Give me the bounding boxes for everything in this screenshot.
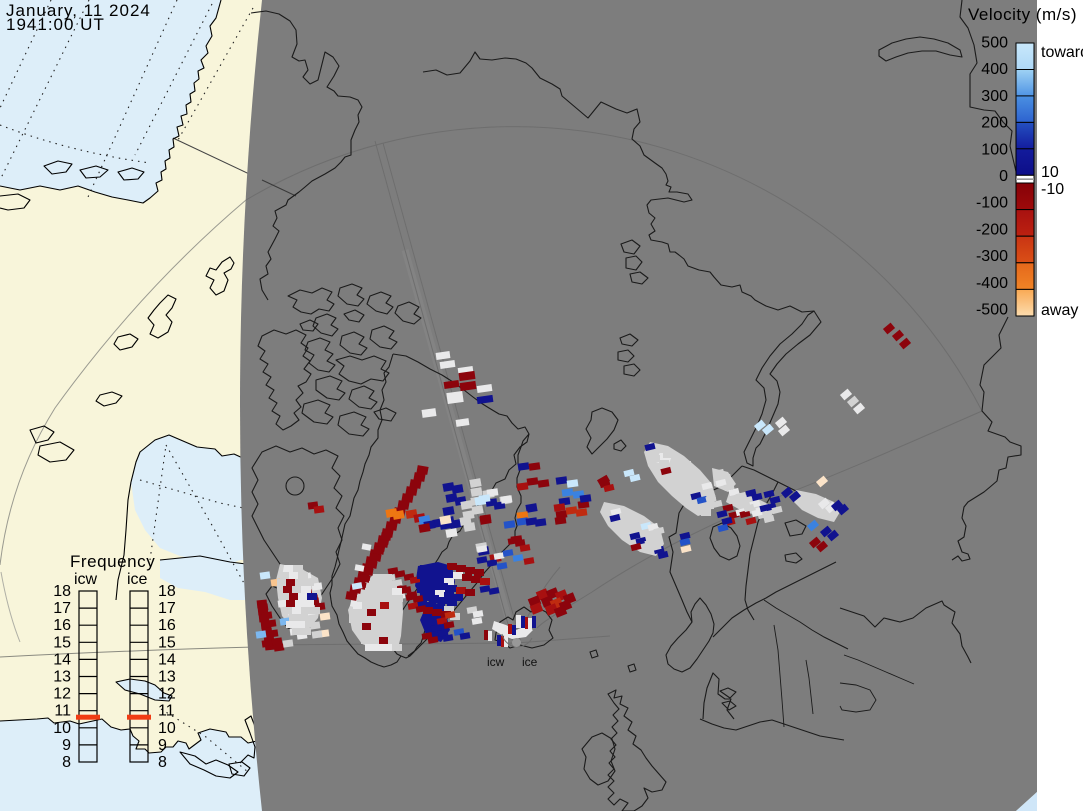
svg-text:11: 11 — [158, 703, 175, 720]
svg-text:18: 18 — [53, 583, 71, 600]
svg-text:14: 14 — [158, 651, 176, 668]
svg-text:500: 500 — [981, 35, 1008, 52]
svg-text:12: 12 — [158, 686, 176, 703]
svg-text:ice: ice — [522, 655, 538, 669]
svg-text:100: 100 — [981, 141, 1008, 158]
svg-text:14: 14 — [53, 651, 71, 668]
svg-text:17: 17 — [158, 600, 176, 617]
svg-text:10: 10 — [53, 720, 71, 737]
svg-text:10: 10 — [158, 720, 176, 737]
svg-text:8: 8 — [62, 754, 71, 771]
svg-text:-300: -300 — [976, 248, 1008, 265]
svg-text:icw: icw — [74, 571, 98, 588]
svg-text:-10: -10 — [1041, 181, 1064, 198]
svg-text:Frequency: Frequency — [70, 552, 155, 571]
svg-text:toward: toward — [1041, 44, 1083, 61]
svg-text:-100: -100 — [976, 195, 1008, 212]
svg-text:15: 15 — [158, 634, 176, 651]
svg-text:-500: -500 — [976, 302, 1008, 319]
svg-text:1941:00 UT: 1941:00 UT — [6, 15, 105, 34]
svg-text:15: 15 — [53, 634, 71, 651]
svg-text:300: 300 — [981, 88, 1008, 105]
svg-text:9: 9 — [158, 737, 167, 754]
svg-text:11: 11 — [54, 703, 71, 720]
svg-text:17: 17 — [53, 600, 71, 617]
svg-text:-400: -400 — [976, 275, 1008, 292]
svg-text:10: 10 — [1041, 164, 1059, 181]
svg-text:away: away — [1041, 302, 1078, 319]
svg-text:13: 13 — [53, 669, 71, 686]
svg-text:icw: icw — [487, 655, 505, 669]
svg-text:16: 16 — [53, 617, 71, 634]
svg-text:0: 0 — [999, 168, 1008, 185]
svg-text:ice: ice — [127, 571, 148, 588]
svg-text:13: 13 — [158, 669, 176, 686]
svg-text:16: 16 — [158, 617, 176, 634]
svg-text:200: 200 — [981, 115, 1008, 132]
svg-text:-200: -200 — [976, 221, 1008, 238]
svg-text:8: 8 — [158, 754, 167, 771]
svg-text:Velocity (m/s): Velocity (m/s) — [968, 5, 1077, 24]
svg-text:12: 12 — [53, 686, 71, 703]
svg-text:9: 9 — [62, 737, 71, 754]
svg-text:January, 11 2024: January, 11 2024 — [6, 1, 151, 20]
svg-text:18: 18 — [158, 583, 176, 600]
svg-text:400: 400 — [981, 61, 1008, 78]
